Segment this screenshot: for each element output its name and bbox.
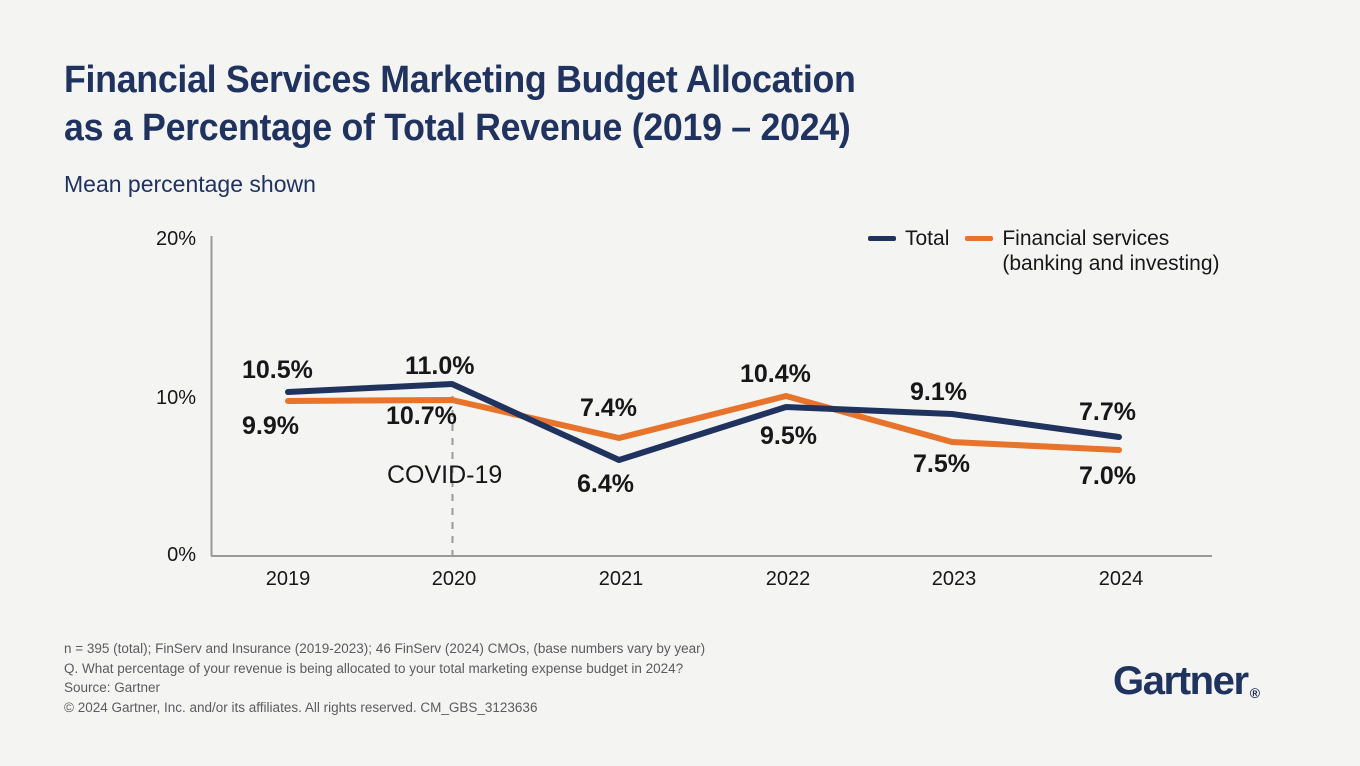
legend-label-financial-services: Financial services (banking and investin… bbox=[1002, 227, 1220, 275]
data-label-financial-services-2023: 7.5% bbox=[913, 450, 970, 478]
title-block: Financial Services Marketing Budget Allo… bbox=[64, 56, 1184, 198]
y-tick-label-0: 0% bbox=[167, 544, 196, 566]
chart-legend: Total Financial services (banking and in… bbox=[868, 226, 1220, 276]
x-tick-label-2020: 2020 bbox=[431, 568, 477, 590]
registered-trademark-icon: ® bbox=[1249, 685, 1260, 701]
legend-label-total: Total bbox=[905, 227, 950, 250]
footnote-source: Source: Gartner bbox=[64, 680, 161, 695]
data-label-financial-services-2019: 9.9% bbox=[242, 412, 299, 440]
x-tick-label-2024: 2024 bbox=[1098, 568, 1144, 590]
footnotes: n = 395 (total); FinServ and Insurance (… bbox=[64, 639, 705, 717]
series-line-financial-services bbox=[285, 393, 1122, 453]
chart-subtitle: Mean percentage shown bbox=[64, 171, 316, 197]
data-label-financial-services-2021: 7.4% bbox=[580, 394, 637, 422]
footnote-sample-size: n = 395 (total); FinServ and Insurance (… bbox=[64, 641, 706, 656]
gartner-logo-text: Gartner bbox=[1113, 659, 1249, 703]
data-label-financial-services-2020: 10.7% bbox=[386, 402, 457, 430]
data-label-total-2021: 6.4% bbox=[577, 470, 634, 498]
data-label-total-2020: 11.0% bbox=[405, 352, 475, 380]
legend-swatch-financial-services bbox=[965, 236, 994, 241]
page-title: Financial Services Marketing Budget Allo… bbox=[64, 59, 856, 149]
legend-swatch-total bbox=[868, 236, 896, 241]
legend-item-financial-services[interactable]: Financial services (banking and investin… bbox=[965, 226, 1220, 276]
data-label-financial-services-2024: 7.0% bbox=[1079, 462, 1136, 490]
series-line-total bbox=[285, 381, 1122, 463]
x-tick-label-2019: 2019 bbox=[265, 568, 311, 590]
x-tick-label-2021: 2021 bbox=[598, 568, 644, 590]
data-label-total-2023: 9.1% bbox=[910, 378, 967, 406]
y-tick-label-10: 10% bbox=[155, 387, 196, 409]
footnote-question: Q. What percentage of your revenue is be… bbox=[64, 660, 684, 676]
gartner-logo: Gartner ® bbox=[1113, 659, 1260, 704]
data-label-financial-services-2022: 10.4% bbox=[740, 360, 811, 388]
y-tick-label-20: 20% bbox=[155, 228, 196, 250]
x-tick-label-2022: 2022 bbox=[765, 568, 811, 590]
data-label-total-2022: 9.5% bbox=[760, 422, 817, 450]
x-tick-label-2023: 2023 bbox=[931, 568, 977, 590]
data-label-total-2024: 7.7% bbox=[1079, 398, 1136, 426]
footnote-copyright: © 2024 Gartner, Inc. and/or its affiliat… bbox=[64, 699, 538, 715]
covid-annotation-label: COVID-19 bbox=[387, 461, 503, 489]
data-label-total-2019: 10.5% bbox=[242, 356, 313, 384]
legend-item-total[interactable]: Total bbox=[868, 226, 949, 251]
